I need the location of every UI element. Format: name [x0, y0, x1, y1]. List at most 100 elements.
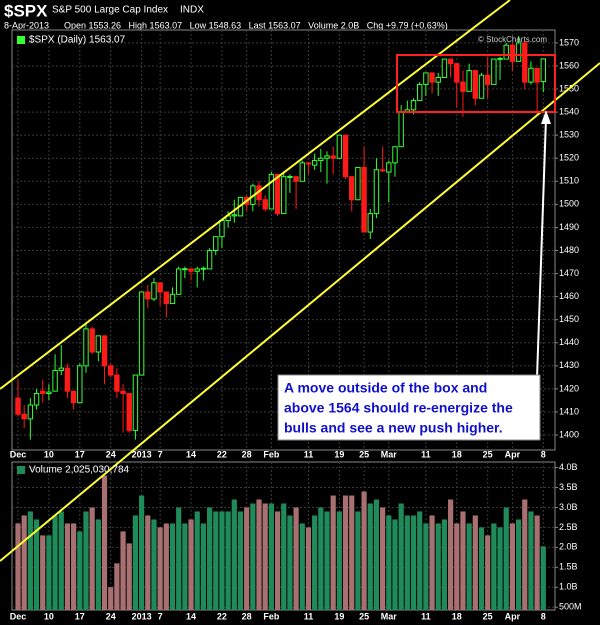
annotation-line: A move outside of the box and: [284, 380, 487, 396]
volume-bar: [40, 535, 46, 610]
annotation-line: bulls and see a new push higher.: [284, 420, 503, 436]
volume-bar: [299, 523, 305, 610]
volume-bar: [293, 507, 299, 610]
x-tick-label: 8: [541, 611, 546, 621]
volume-bar: [491, 523, 497, 610]
candle-body: [21, 413, 27, 420]
volume-bar: [497, 527, 503, 610]
candle-body: [472, 70, 479, 99]
volume-bar: [448, 499, 454, 610]
candle-body: [367, 213, 373, 233]
candle-body: [157, 282, 163, 293]
volume-bar: [404, 515, 410, 610]
candle-body: [151, 282, 157, 300]
legend-swatch: [17, 466, 25, 474]
volume-bar: [410, 515, 417, 610]
volume-bar: [46, 535, 52, 610]
candle-body: [497, 57, 503, 60]
volume-bar: [441, 519, 448, 610]
candle-body: [534, 67, 540, 83]
y-tick-label: 1480: [559, 245, 579, 255]
volume-bar: [509, 523, 515, 610]
x-tick-label: 17: [75, 611, 85, 621]
x-tick-label: 8: [541, 449, 546, 459]
candle-body: [108, 365, 114, 376]
candle-body: [27, 404, 34, 420]
y-tick-label: 1540: [559, 106, 579, 116]
volume-bar: [515, 519, 522, 610]
date: 8-Apr-2013: [4, 20, 49, 30]
legend: $SPX (Daily) 1563.07: [29, 35, 126, 46]
volume-bar: [380, 507, 386, 610]
x-tick-label: Mar: [381, 449, 398, 459]
volume-bar: [417, 511, 423, 610]
candle-body: [441, 58, 448, 79]
x-tick-label: 7: [158, 449, 163, 459]
candle-body: [386, 162, 392, 173]
y-tick-label: 1460: [559, 291, 579, 301]
volume-bar: [355, 511, 361, 610]
volume-bar: [225, 511, 231, 610]
volume-bar: [460, 511, 466, 610]
y-tick-label: 1530: [559, 130, 579, 140]
volume-bar: [108, 587, 114, 610]
exchange: INDX: [180, 5, 204, 16]
y-tick-label: 1420: [559, 383, 579, 393]
volume-bar: [244, 507, 250, 610]
candle-body: [175, 268, 182, 295]
candle-body: [373, 169, 380, 215]
candle-body: [311, 160, 318, 166]
y-tick-label: 1520: [559, 153, 579, 163]
candle-body: [515, 42, 522, 62]
candle-body: [355, 166, 361, 201]
candle-body: [281, 176, 287, 215]
x-tick-label: 25: [483, 611, 493, 621]
volume-bar: [231, 499, 237, 610]
volume-bar: [349, 495, 355, 610]
x-tick-label: Apr: [505, 611, 521, 621]
annotation-box: [277, 374, 541, 441]
volume-bar: [176, 507, 182, 610]
volume-bar: [89, 507, 95, 610]
candle-body: [114, 374, 120, 392]
volume-bar: [324, 511, 330, 610]
volume-bar: [466, 523, 472, 610]
y-tick-label: 2.0B: [559, 542, 578, 552]
volume-bar: [58, 511, 64, 610]
legend: Volume 2,025,030,784: [29, 465, 130, 476]
x-tick-label: 2013: [132, 449, 152, 459]
candle-body: [528, 67, 534, 83]
x-tick-label: 10: [44, 611, 54, 621]
candle-body: [95, 335, 102, 353]
candle-body: [132, 374, 139, 431]
volume-bar: [64, 523, 71, 610]
volume-bar: [361, 491, 367, 610]
range-box: [396, 54, 556, 113]
volume-bar: [132, 515, 139, 610]
y-tick-label: 1500: [559, 199, 579, 209]
symbol: $SPX: [4, 1, 48, 20]
volume-bar: [454, 523, 460, 610]
x-tick-label: 19: [334, 449, 344, 459]
volume-bar: [194, 511, 200, 610]
volume-bar: [219, 511, 225, 610]
security-name: S&P 500 Large Cap Index: [52, 5, 168, 16]
volume-bar: [77, 531, 83, 610]
volume-bar: [206, 507, 213, 610]
x-tick-label: 28: [242, 449, 252, 459]
volume-bar: [503, 507, 509, 610]
volume-bar: [182, 523, 188, 610]
candle-body: [200, 267, 207, 270]
volume-bar: [373, 499, 380, 610]
x-tick-label: 11: [421, 449, 431, 459]
volume-bar: [522, 499, 528, 610]
volume-bar: [392, 519, 398, 610]
candle-body: [52, 369, 58, 392]
x-tick-label: 10: [44, 449, 54, 459]
y-tick-label: 2.5B: [559, 522, 578, 532]
candle-body: [293, 176, 299, 182]
candle-body: [417, 83, 423, 102]
volume-bar: [472, 515, 478, 610]
candle-body: [287, 175, 293, 178]
candle-body: [447, 58, 454, 65]
